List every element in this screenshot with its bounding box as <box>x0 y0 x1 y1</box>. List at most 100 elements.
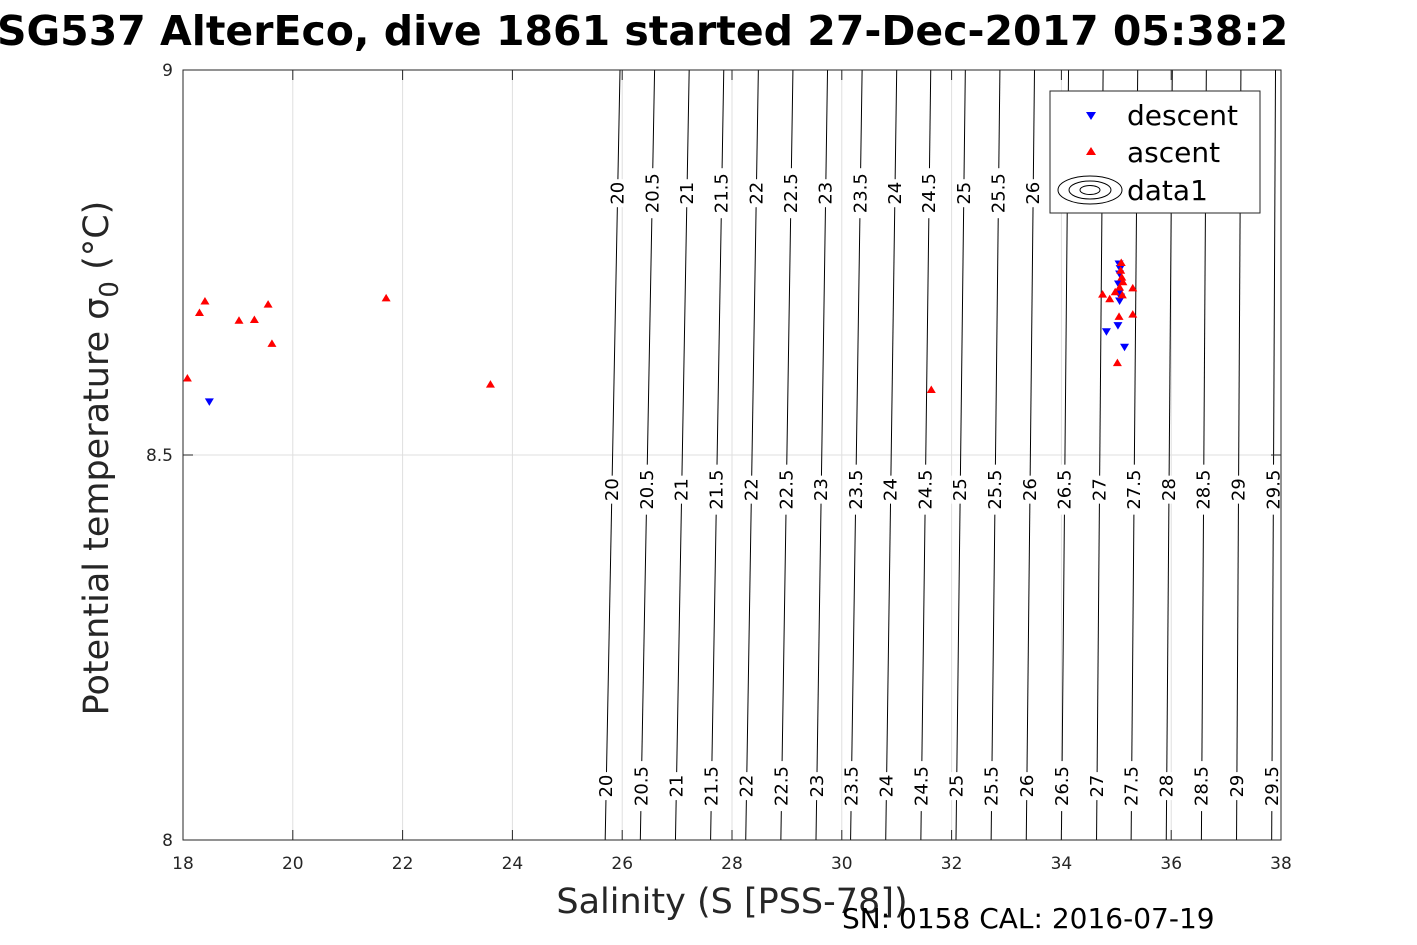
contour-label-gap <box>1227 772 1246 801</box>
contour-label: 28 <box>1157 775 1178 798</box>
contour-label-group: 26.5 <box>1052 761 1073 812</box>
contour-label-gap <box>1090 475 1109 504</box>
contour-label-group: 25.5 <box>985 464 1006 515</box>
contour-label: 26 <box>1020 478 1041 501</box>
x-axis-label: Salinity (S [PSS-78]) <box>556 882 907 922</box>
legend-data1-label: data1 <box>1127 174 1208 207</box>
contour-label-group: 26 <box>1020 475 1041 504</box>
contour-label: 27 <box>1087 775 1108 798</box>
legend-ascent-label: ascent <box>1127 136 1220 169</box>
contour-label-gap <box>1264 464 1283 515</box>
contour-label-group: 23.5 <box>850 168 871 219</box>
contour-label: 26 <box>1017 775 1038 798</box>
contour-label: 25 <box>947 775 968 798</box>
contour-label-gap <box>1087 772 1106 801</box>
x-tick-label: 22 <box>392 854 414 874</box>
contour-label-group: 21.5 <box>712 168 733 219</box>
ascent-point <box>485 380 495 388</box>
contour-label-group: 25 <box>947 772 968 801</box>
contour-label-group: 22.5 <box>781 168 802 219</box>
contour-label-gap <box>1262 761 1281 812</box>
contour-label-gap <box>1160 475 1179 504</box>
contour-label-gap <box>1229 475 1248 504</box>
x-tick-label: 36 <box>1160 854 1182 874</box>
contour-label-group: 23 <box>816 179 837 208</box>
contour-label-group: 22 <box>737 772 758 801</box>
y-tick-label: 8.5 <box>146 446 173 466</box>
contour-label: 28 <box>1159 478 1180 501</box>
ascent-point <box>234 316 244 324</box>
ascent-point <box>1114 312 1124 320</box>
contour-label: 21.5 <box>702 766 723 806</box>
contour-label: 22.5 <box>781 173 802 213</box>
contour-label: 20 <box>602 478 623 501</box>
ascent-point <box>1098 290 1108 298</box>
contour-label-gap <box>1052 761 1071 812</box>
contour-label-group: 24.5 <box>912 761 933 812</box>
contour-label: 22 <box>746 182 767 205</box>
contour-label-gap <box>1017 772 1036 801</box>
legend-descent-marker <box>1086 112 1096 120</box>
y-tick-labels: 88.59 <box>146 61 173 851</box>
contour-label-gap <box>737 772 756 801</box>
contour-label: 27.5 <box>1124 470 1145 510</box>
contour-label-group: 23 <box>811 475 832 504</box>
descent-point <box>1120 343 1130 352</box>
contour-label-group: 23.5 <box>846 464 867 515</box>
contour-label-gap <box>707 464 726 515</box>
contour-label-group: 26.5 <box>1055 464 1076 515</box>
contour-label: 23 <box>811 478 832 501</box>
ascent-point <box>1116 258 1126 266</box>
contour-label-gap <box>742 475 761 504</box>
contour-label-gap <box>954 179 973 208</box>
contour-label: 29 <box>1229 478 1250 501</box>
contour-label: 25.5 <box>985 470 1006 510</box>
contour-label-group: 22.5 <box>772 761 793 812</box>
contour-label: 21.5 <box>712 173 733 213</box>
contour-label: 29 <box>1227 775 1248 798</box>
contour-label-gap <box>842 761 861 812</box>
contour-label-group: 24 <box>881 475 902 504</box>
contour-label-group: 22 <box>741 475 762 504</box>
ascent-point <box>1117 273 1127 281</box>
contour-label: 24.5 <box>912 766 933 806</box>
contour-label-group: 26 <box>1023 179 1044 208</box>
contour-label-group: 24.5 <box>915 464 936 515</box>
contour-label-group: 22.5 <box>776 464 797 515</box>
contour-label-gap <box>702 761 721 812</box>
descent-point <box>1113 322 1123 330</box>
contour-label-group: 29 <box>1229 475 1250 504</box>
contour-label-gap <box>877 772 896 801</box>
ascent-point <box>381 293 391 302</box>
contour-label-group: 20 <box>596 772 617 801</box>
contour-label-group: 24 <box>885 179 906 208</box>
contour-label-gap <box>947 772 966 801</box>
contour-label-group: 27 <box>1090 475 1111 504</box>
contour-label: 25.5 <box>982 766 1003 806</box>
ascent-point <box>1112 358 1122 367</box>
contour-label-group: 23.5 <box>841 761 862 812</box>
contour-label-group: 22 <box>746 179 767 208</box>
ascent-point <box>1115 283 1125 291</box>
contour-label: 23.5 <box>846 470 867 510</box>
contour-label-group: 27.5 <box>1122 761 1143 812</box>
contour-label-group: 27.5 <box>1124 464 1145 515</box>
contour-label: 20.5 <box>631 766 652 806</box>
contour-label-gap <box>982 761 1001 812</box>
legend-descent-label: descent <box>1127 99 1238 132</box>
contour-label: 27 <box>1090 478 1111 501</box>
contour-label-gap <box>846 464 865 515</box>
contour-label: 24 <box>885 182 906 205</box>
ascent-point <box>263 300 273 308</box>
contour-label-gap <box>602 475 621 504</box>
y-tick-label: 9 <box>162 61 173 81</box>
contour-label-gap <box>812 475 831 504</box>
contour-label: 22.5 <box>776 470 797 510</box>
x-tick-label: 32 <box>941 854 963 874</box>
contour-label-group: 21 <box>677 179 698 208</box>
descent-point <box>1115 297 1125 305</box>
x-tick-label: 34 <box>1051 854 1073 874</box>
contour-label-group: 29.5 <box>1263 464 1284 515</box>
contour-label-gap <box>1122 761 1141 812</box>
contour-label: 24.5 <box>919 173 940 213</box>
